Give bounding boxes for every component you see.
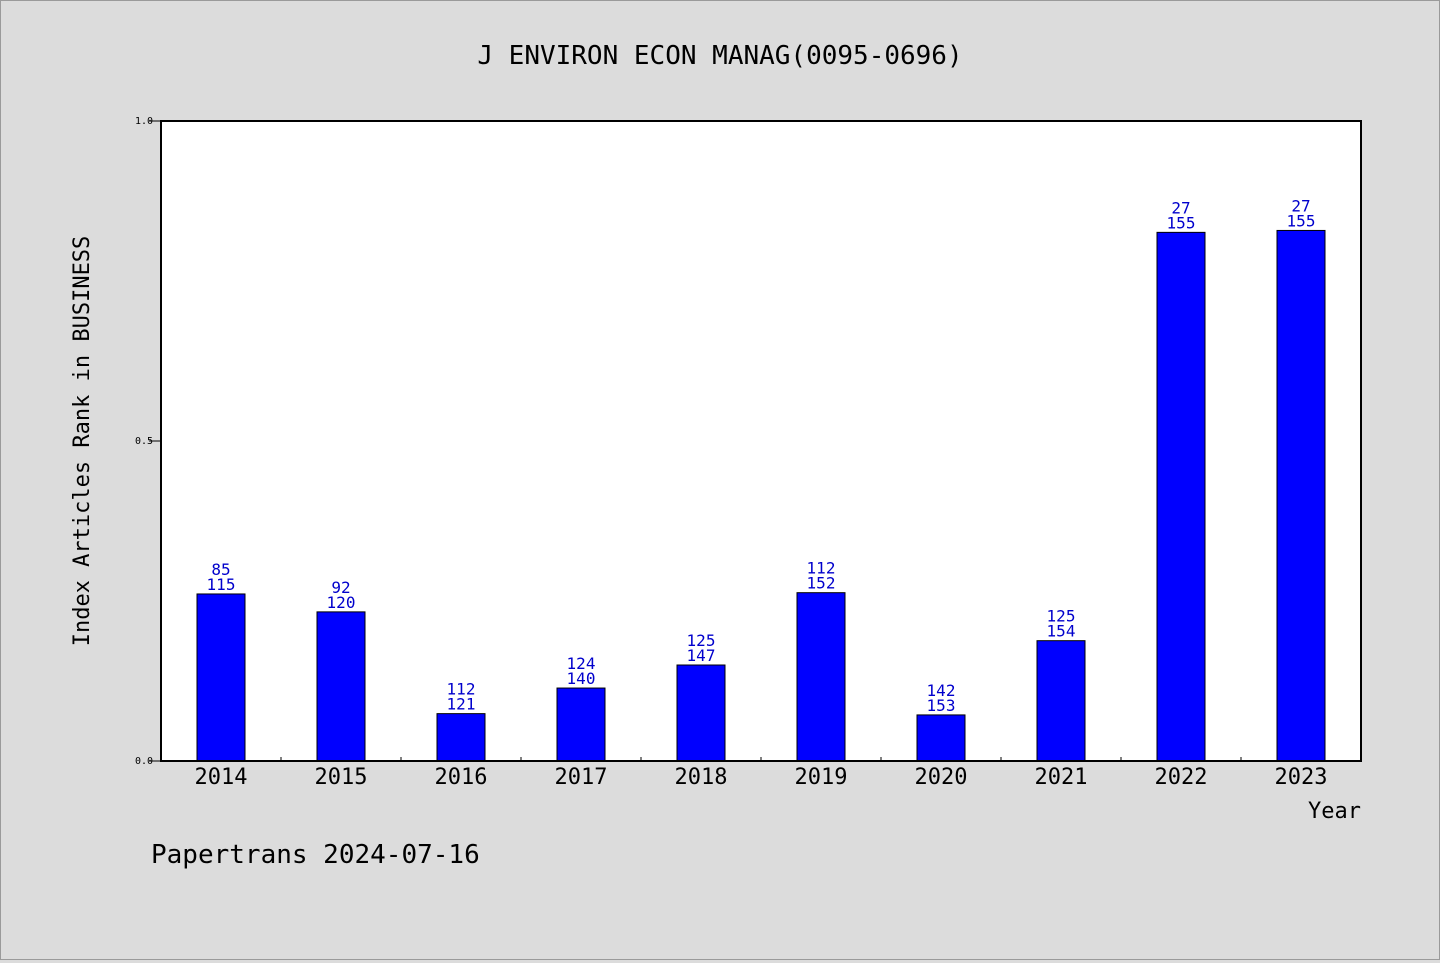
bar-label-top: 125 — [1047, 607, 1076, 626]
footer-credit: Papertrans 2024-07-16 — [151, 840, 480, 870]
bar-label-top: 112 — [447, 680, 476, 699]
bar-2017 — [556, 687, 606, 762]
bar-2016 — [436, 713, 486, 762]
y-tick-label: 1.0 — [135, 116, 153, 127]
bar-2022 — [1156, 231, 1206, 762]
y-tick-label: 0.0 — [135, 756, 153, 767]
bar-label-bottom: 120 — [327, 593, 356, 612]
x-tick-label: 2017 — [555, 765, 608, 790]
x-tick-label: 2020 — [915, 765, 968, 790]
x-tick-label: 2019 — [795, 765, 848, 790]
bar-2018 — [676, 664, 726, 762]
x-tick-label: 2021 — [1035, 765, 1088, 790]
x-tick-label: 2018 — [675, 765, 728, 790]
bar-label-top: 27 — [1291, 196, 1310, 215]
bar-label-top: 92 — [331, 578, 350, 597]
bar-label-bottom: 154 — [1047, 622, 1076, 641]
x-tick-label: 2015 — [315, 765, 368, 790]
bar-2015 — [316, 611, 366, 762]
bar-label-top: 142 — [927, 681, 956, 700]
bar-label-bottom: 140 — [567, 669, 596, 688]
x-tick-label: 2022 — [1155, 765, 1208, 790]
bar-label-top: 124 — [567, 654, 596, 673]
bar-label-bottom: 115 — [207, 575, 236, 594]
x-axis-label: Year — [1308, 799, 1361, 824]
bar-2023 — [1276, 229, 1326, 762]
x-tick-label: 2016 — [435, 765, 488, 790]
bar-label-bottom: 155 — [1167, 213, 1196, 232]
y-axis-label: Index Articles Rank in BUSINESS — [70, 236, 95, 647]
bar-label-top: 85 — [211, 560, 230, 579]
bar-label-top: 125 — [687, 631, 716, 650]
bars-group — [196, 229, 1326, 762]
bar-label-bottom: 121 — [447, 695, 476, 714]
bar-2014 — [196, 593, 246, 762]
bar-label-bottom: 155 — [1287, 211, 1316, 230]
x-tick-label: 2014 — [195, 765, 248, 790]
bar-2020 — [916, 714, 966, 762]
y-tick-label: 0.5 — [135, 436, 153, 447]
y-axis: 0.0 0.5 1.0 — [135, 116, 161, 767]
x-tick-label: 2023 — [1275, 765, 1328, 790]
bar-label-bottom: 152 — [807, 574, 836, 593]
bar-label-bottom: 153 — [927, 696, 956, 715]
x-axis: 2014 2015 2016 2017 2018 2019 2020 2021 2022 2023 — [195, 757, 1328, 790]
bar-label-top: 112 — [807, 559, 836, 578]
bar-2021 — [1036, 640, 1086, 762]
chart-title: J ENVIRON ECON MANAG(0095-0696) — [477, 41, 962, 71]
bar-label-bottom: 147 — [687, 646, 716, 665]
bar-2019 — [796, 592, 846, 762]
bar-label-top: 27 — [1171, 198, 1190, 217]
